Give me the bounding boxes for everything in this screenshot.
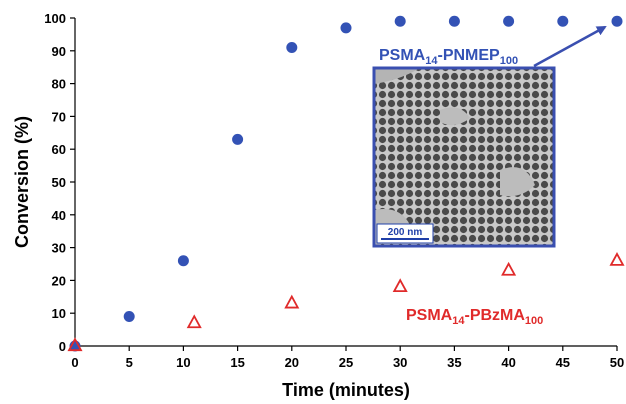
axes: 0 10 20 30 40 50 60 70 80 90 100 0 5 10 15 20 25 30 35 40 4…: [44, 11, 624, 370]
tem-void-3: [500, 167, 535, 197]
point-pbzma: [186, 314, 202, 329]
tem-void-1: [374, 68, 420, 84]
point-pnmep: [123, 310, 135, 322]
series-label-pnmep: PSMA14-PNMEP100: [379, 47, 518, 67]
y-axis-title: Conversion (%): [12, 116, 32, 248]
point-pnmep: [394, 15, 406, 27]
y-tick-label: 50: [52, 175, 66, 190]
y-tick-label: 0: [59, 339, 66, 354]
x-tick-label: 45: [556, 355, 570, 370]
y-tick-label: 100: [44, 11, 66, 26]
inset-arrow: [533, 25, 607, 68]
point-pnmep: [503, 15, 515, 27]
point-pbzma: [67, 337, 83, 352]
y-tick-label: 30: [52, 241, 66, 256]
point-pnmep: [232, 133, 244, 145]
tem-inset: 200 nm: [372, 66, 556, 248]
x-tick-label: 50: [610, 355, 624, 370]
x-tick-label: 30: [393, 355, 407, 370]
y-tick-label: 60: [52, 142, 66, 157]
point-pnmep: [611, 15, 623, 27]
tem-image: [374, 68, 554, 246]
y-tick-label: 20: [52, 273, 66, 288]
point-pbzma: [609, 252, 625, 266]
point-pbzma: [392, 278, 408, 293]
y-tick-label: 90: [52, 44, 66, 59]
x-tick-label: 10: [176, 355, 190, 370]
y-tick-label: 70: [52, 109, 66, 124]
series-label-pbzma: PSMA14-PBzMA100: [406, 307, 543, 327]
point-pnmep: [286, 42, 298, 54]
point-pbzma: [501, 261, 517, 276]
y-ticks: 0 10 20 30 40 50 60 70 80 90 100: [44, 11, 75, 354]
x-ticks: 0 5 10 15 20 25 30 35 40 45 50: [71, 346, 624, 370]
scale-bar-label: 200 nm: [388, 227, 423, 238]
x-tick-label: 0: [71, 355, 78, 370]
y-tick-label: 80: [52, 77, 66, 92]
x-tick-label: 5: [126, 355, 133, 370]
point-pnmep: [448, 15, 460, 27]
y-tick-label: 10: [52, 306, 66, 321]
x-tick-label: 20: [285, 355, 299, 370]
x-tick-label: 40: [501, 355, 515, 370]
tem-void-4: [440, 107, 470, 126]
x-tick-label: 35: [447, 355, 461, 370]
point-pbzma: [284, 294, 300, 309]
y-tick-label: 40: [52, 208, 66, 223]
x-tick-label: 15: [230, 355, 244, 370]
point-pnmep: [340, 22, 352, 34]
point-pnmep: [557, 15, 569, 27]
x-tick-label: 25: [339, 355, 353, 370]
x-axis-title: Time (minutes): [282, 380, 410, 400]
point-pnmep: [177, 255, 189, 267]
data-points: [67, 15, 625, 352]
tem-inset-border: [372, 66, 556, 248]
